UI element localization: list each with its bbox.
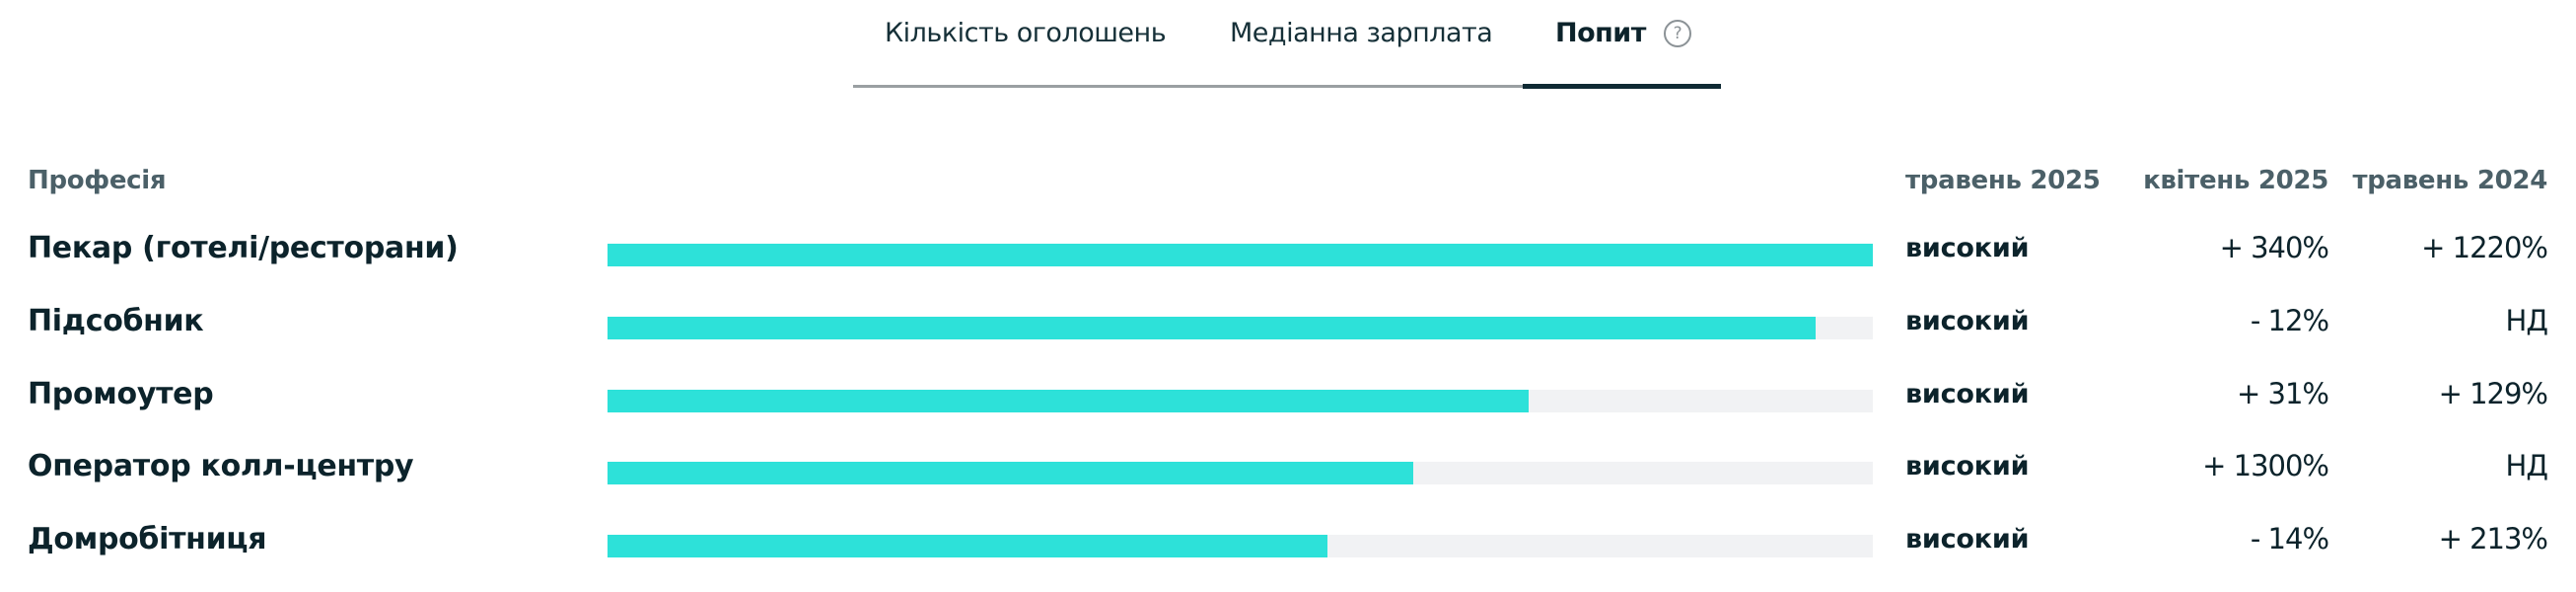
profession-name: Промоутер: [28, 377, 214, 411]
demand-bar-fill: [608, 390, 1530, 412]
change-prev-year: НД: [2505, 304, 2548, 337]
demand-bar-track: [608, 244, 1873, 266]
demand-bar-fill: [608, 244, 1873, 266]
change-prev-year: + 213%: [2438, 522, 2548, 555]
demand-level: високий: [1905, 451, 2030, 481]
demand-bar-track: [608, 317, 1873, 339]
demand-level: високий: [1905, 379, 2030, 409]
tab-listings-count[interactable]: Кількість оголошень: [885, 18, 1167, 48]
demand-level: високий: [1905, 524, 2030, 555]
change-prev-month: - 14%: [2250, 522, 2329, 555]
profession-name: Домробітниця: [28, 522, 267, 556]
change-prev-month: + 340%: [2219, 231, 2329, 264]
table-row: Оператор колл-центру високий + 1300% НД: [0, 449, 2576, 508]
demand-bar-fill: [608, 462, 1414, 484]
change-prev-year: + 1220%: [2421, 231, 2548, 264]
change-prev-month: + 31%: [2237, 377, 2329, 410]
profession-name: Оператор колл-центру: [28, 449, 414, 483]
header-current-month: травень 2025: [1905, 166, 2101, 195]
demand-bar-track: [608, 462, 1873, 484]
table-row: Пекар (готелі/ресторани) високий + 340% …: [0, 231, 2576, 290]
change-prev-year: НД: [2505, 449, 2548, 482]
demand-bar-track: [608, 390, 1873, 412]
demand-bar-track: [608, 535, 1873, 557]
table-row: Домробітниця високий - 14% + 213%: [0, 522, 2576, 581]
header-prev-month: квітень 2025: [2143, 166, 2328, 195]
change-prev-year: + 129%: [2438, 377, 2548, 410]
demand-bar-fill: [608, 317, 1817, 339]
change-prev-month: + 1300%: [2202, 449, 2329, 482]
tab-bar: Кількість оголошень Медіанна зарплата По…: [853, 0, 1721, 89]
tab-demand-label: Попит: [1555, 18, 1646, 48]
table-row: Промоутер високий + 31% + 129%: [0, 377, 2576, 436]
demand-level: високий: [1905, 306, 2030, 336]
help-circle-icon[interactable]: ?: [1663, 20, 1691, 47]
change-prev-month: - 12%: [2250, 304, 2329, 337]
tab-demand[interactable]: Попит?: [1555, 14, 1691, 53]
table-row: Підсобник високий - 12% НД: [0, 304, 2576, 363]
demand-bar-fill: [608, 535, 1328, 557]
demand-level: високий: [1905, 233, 2030, 263]
active-tab-indicator: [1523, 84, 1721, 89]
tab-median-salary[interactable]: Медіанна зарплата: [1230, 18, 1493, 48]
tab-bar-divider: [853, 85, 1721, 88]
profession-name: Пекар (готелі/ресторани): [28, 231, 459, 265]
profession-name: Підсобник: [28, 304, 204, 338]
header-profession: Професія: [28, 166, 167, 195]
header-prev-year: травень 2024: [2352, 166, 2547, 195]
